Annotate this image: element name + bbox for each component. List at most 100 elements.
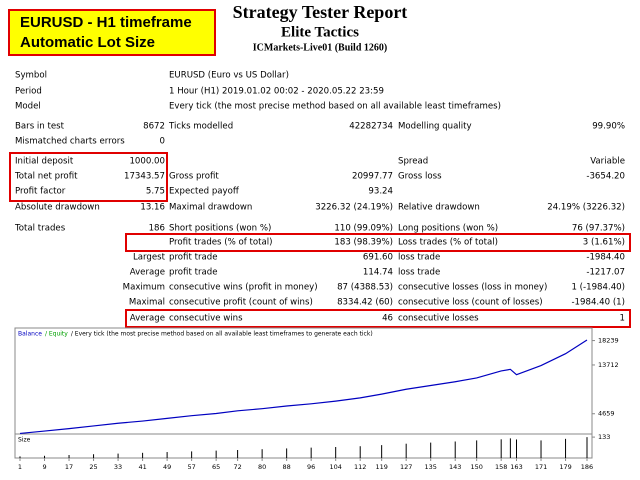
- badge-line: Automatic Lot Size: [20, 34, 155, 51]
- report-label3: consecutive losses (loss in money): [398, 283, 547, 293]
- balance-chart-frame: [14, 327, 593, 435]
- report-label3: Spread: [398, 157, 428, 167]
- report-value2: 110 (99.09%): [334, 224, 393, 234]
- highlight-box: [125, 233, 631, 252]
- x-tick-label: 171: [535, 463, 547, 471]
- x-tick-label: 163: [510, 463, 522, 471]
- x-tick-label: 135: [424, 463, 436, 471]
- x-tick-label: 150: [470, 463, 482, 471]
- server: ICMarkets-Live01 (Build 1260): [253, 42, 387, 53]
- x-tick-label: 41: [138, 463, 146, 471]
- report-value3: -3654.20: [586, 172, 625, 182]
- report-label2: profit trade: [169, 268, 217, 278]
- report-value3: 99.90%: [592, 122, 625, 132]
- x-tick-label: 72: [233, 463, 241, 471]
- report-label: Period: [15, 87, 42, 97]
- report-label2: consecutive wins (profit in money): [169, 283, 318, 293]
- report-label3: consecutive losses: [398, 314, 479, 324]
- report-value3: Variable: [590, 157, 625, 167]
- report-label3: Gross loss: [398, 172, 442, 182]
- report-label2: Maximal drawdown: [169, 203, 252, 213]
- report-label2: Ticks modelled: [168, 122, 233, 132]
- report-label: Bars in test: [15, 122, 65, 132]
- legend-entry: / Equity: [45, 331, 68, 338]
- report-label3: Modelling quality: [398, 122, 472, 132]
- y-tick-label: 18239: [598, 337, 619, 345]
- y-tick-label: 13712: [598, 361, 619, 369]
- report-label: Total trades: [14, 224, 66, 234]
- x-tick-label: 49: [163, 463, 171, 471]
- report-value: 8672: [143, 122, 165, 132]
- report-value2: 114.74: [363, 268, 393, 278]
- x-tick-label: 127: [400, 463, 412, 471]
- report-value2: 93.24: [368, 187, 393, 197]
- report-label3: loss trade: [398, 253, 440, 263]
- report-value3: 24.19% (3226.32): [547, 203, 625, 213]
- report-label2: Gross profit: [169, 172, 219, 182]
- title: Strategy Tester Report: [233, 2, 408, 22]
- report-value3: 76 (97.37%): [572, 224, 625, 234]
- x-tick-label: 65: [212, 463, 220, 471]
- report-value2: 20997.77: [352, 172, 393, 182]
- report-text: Every tick (the most precise method base…: [169, 102, 501, 112]
- x-tick-label: 96: [307, 463, 315, 471]
- report-value2: 691.60: [363, 253, 393, 263]
- x-tick-label: 104: [329, 463, 341, 471]
- report-label: Total net profit: [14, 172, 78, 182]
- report-value2: 87 (4388.53): [337, 283, 393, 293]
- report-value2: 46: [382, 314, 393, 324]
- report-value: Maximal: [129, 298, 165, 308]
- report-label3: Loss trades (% of total): [398, 238, 498, 248]
- legend-entry: Balance: [18, 331, 42, 338]
- report-label: Initial deposit: [15, 157, 74, 167]
- report-value: Maximum: [123, 283, 165, 293]
- report-value: 0: [160, 137, 165, 147]
- x-tick-label: 1: [18, 463, 22, 471]
- x-tick-label: 17: [65, 463, 73, 471]
- report-label: Absolute drawdown: [15, 203, 100, 213]
- report-value3: 1 (-1984.40): [571, 283, 625, 293]
- report-value2: 42282734: [349, 122, 393, 132]
- balance-line: [19, 339, 588, 435]
- x-tick-label: 179: [559, 463, 571, 471]
- report-label: Symbol: [15, 71, 47, 81]
- report-label: Profit factor: [15, 187, 66, 197]
- x-tick-label: 119: [375, 463, 387, 471]
- size-chart-frame: [14, 433, 593, 459]
- report-value: 17343.57: [124, 172, 165, 182]
- x-tick-label: 57: [187, 463, 195, 471]
- x-tick-label: 143: [449, 463, 461, 471]
- chart: Balance / Equity / Every tick (the most pr…: [18, 331, 619, 472]
- highlight-box: [125, 309, 631, 328]
- report-value: Average: [130, 268, 165, 278]
- x-tick-label: 25: [89, 463, 97, 471]
- report-text: 1 Hour (H1) 2019.01.02 00:02 - 2020.05.2…: [169, 87, 384, 97]
- report-label3: loss trade: [398, 268, 440, 278]
- report-label3: consecutive loss (count of losses): [398, 298, 543, 308]
- x-tick-label: 80: [258, 463, 266, 471]
- x-tick-label: 9: [42, 463, 46, 471]
- report-text: EURUSD (Euro vs US Dollar): [169, 71, 289, 81]
- report-label2: profit trade: [169, 253, 217, 263]
- highlight-box: [9, 152, 168, 202]
- report-value: Largest: [133, 253, 166, 263]
- report-table: Symbol EURUSD (Euro vs US Dollar) Period 1 …: [14, 71, 625, 324]
- report-label2: consecutive profit (count of wins): [169, 298, 313, 308]
- report-value3: -1984.40: [586, 253, 625, 263]
- report-value: 5.75: [146, 187, 165, 197]
- x-tick-label: 158: [495, 463, 507, 471]
- badge-line: EURUSD - H1 timeframe: [20, 14, 192, 31]
- report-value2: 3226.32 (24.19%): [315, 203, 393, 213]
- report-label2: Short positions (won %): [169, 224, 271, 234]
- report-value3: -1217.07: [586, 268, 625, 278]
- report-label: Model: [15, 102, 41, 112]
- report-label2: Expected payoff: [169, 187, 240, 197]
- report-value: Average: [130, 314, 165, 324]
- badge: [8, 9, 216, 56]
- report-value2: 183 (98.39%): [334, 238, 393, 248]
- report-value3: 1: [620, 314, 625, 324]
- y-tick-label: 133: [598, 433, 610, 441]
- report-label: Mismatched charts errors: [15, 137, 125, 147]
- report-value: 13.16: [140, 203, 165, 213]
